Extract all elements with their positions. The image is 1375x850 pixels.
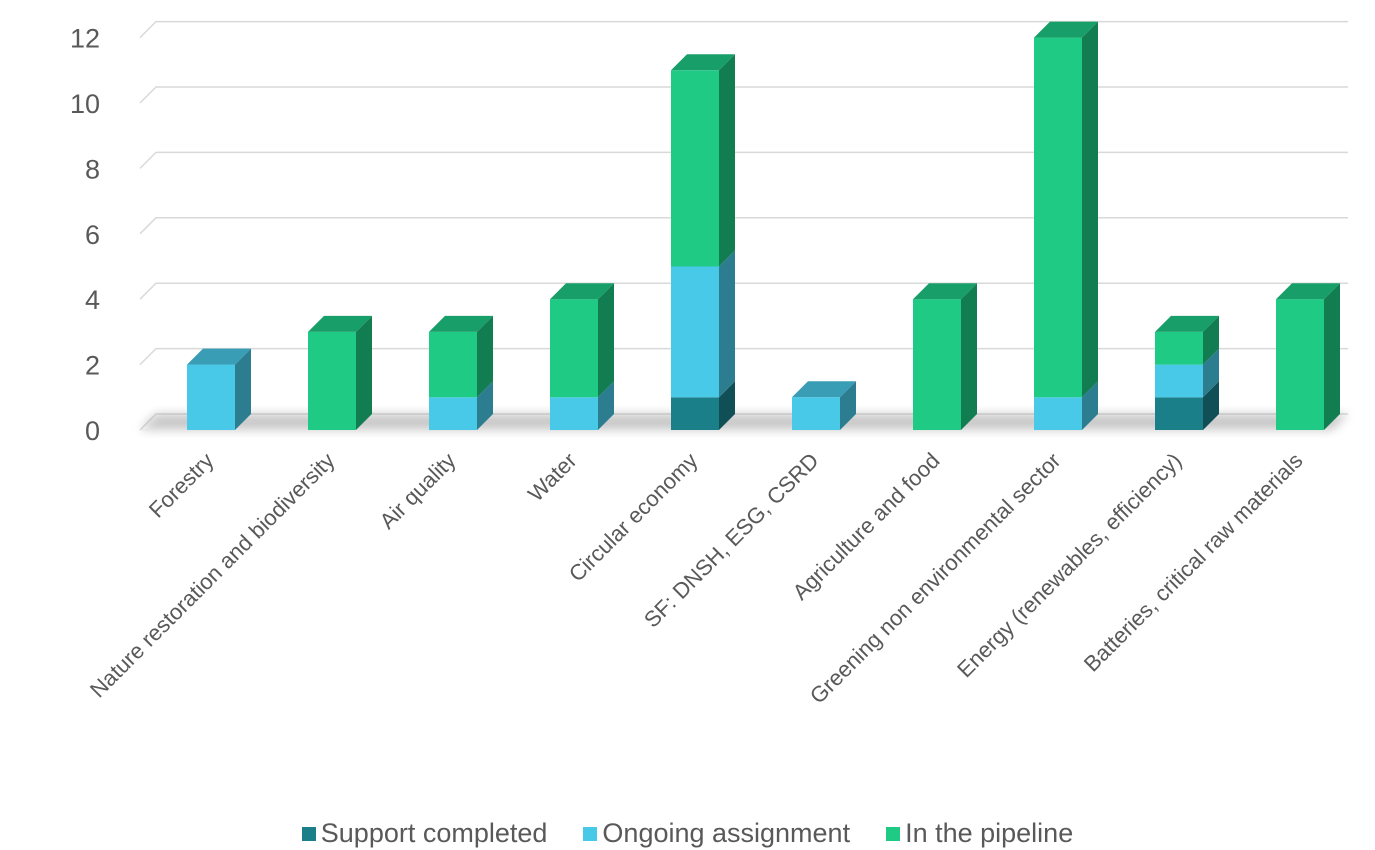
x-category-label: Greening non environmental sector — [805, 448, 1066, 709]
bar-segment-in-the-pipeline — [1155, 331, 1203, 365]
bar-stack — [913, 283, 977, 430]
gridline — [139, 151, 1348, 169]
bar-segment-ongoing-assignment — [187, 364, 235, 430]
x-category-label: Water — [523, 448, 582, 507]
bar-side-in-the-pipeline — [961, 283, 977, 430]
x-category-label: Batteries, critical raw materials — [1079, 448, 1308, 677]
bar-top-in-the-pipeline — [1155, 315, 1219, 332]
y-tick-label: 2 — [85, 351, 100, 381]
x-category-label: Nature restoration and biodiversity — [85, 448, 340, 703]
y-tick-label: 12 — [70, 24, 100, 54]
bar-segment-in-the-pipeline — [671, 70, 719, 267]
bar-top-ongoing-assignment — [187, 348, 251, 365]
bar-side-in-the-pipeline — [1082, 21, 1098, 398]
bar-side-in-the-pipeline — [477, 315, 493, 398]
bar-segment-ongoing-assignment — [550, 397, 598, 430]
bar-segment-in-the-pipeline — [550, 299, 598, 398]
bar-top-in-the-pipeline — [308, 315, 372, 332]
gridline — [139, 282, 1348, 300]
bar-top-ongoing-assignment — [792, 381, 856, 398]
bar-side-ongoing-assignment — [1082, 381, 1098, 430]
bar-side-ongoing-assignment — [719, 250, 735, 398]
bar-top-in-the-pipeline — [429, 315, 493, 332]
bar-side-in-the-pipeline — [719, 54, 735, 267]
legend-item: Support completed — [301, 818, 548, 849]
bar-segment-in-the-pipeline — [429, 331, 477, 398]
gridline — [139, 217, 1348, 235]
bar-segment-ongoing-assignment — [429, 397, 477, 430]
bar-side-ongoing-assignment — [840, 381, 856, 430]
bar-stack — [671, 54, 735, 430]
bar-top-in-the-pipeline — [1034, 21, 1098, 38]
x-category-label: Forestry — [144, 448, 219, 523]
bar-segment-in-the-pipeline — [308, 331, 356, 430]
bar-side-support-completed — [1203, 381, 1219, 430]
gridline — [139, 86, 1348, 104]
x-category-label: Energy (renewables, efficiency) — [952, 448, 1186, 682]
bar-top-in-the-pipeline — [671, 54, 735, 71]
gridlines — [139, 20, 1348, 431]
bar-stack — [1155, 315, 1219, 430]
bar-segment-support-completed — [1155, 397, 1203, 430]
legend-swatch — [886, 826, 901, 841]
legend-label: Ongoing assignment — [602, 818, 851, 848]
legend-label: In the pipeline — [905, 818, 1074, 848]
y-tick-label: 0 — [85, 416, 100, 446]
bar-side-support-completed — [719, 381, 735, 430]
bar-segment-ongoing-assignment — [792, 397, 840, 430]
bar-stack — [550, 283, 614, 430]
legend-label: Support completed — [320, 818, 548, 848]
gridline — [139, 20, 1348, 39]
bar-stack — [1276, 283, 1340, 430]
y-tick-label: 6 — [85, 220, 100, 250]
bar-stack — [308, 315, 372, 430]
legend-item: In the pipeline — [886, 818, 1073, 849]
bar-side-ongoing-assignment — [477, 381, 493, 430]
bar-top-in-the-pipeline — [1276, 283, 1340, 300]
y-axis-ticks: 0 2 4 6 8 10 12 — [70, 24, 100, 446]
x-category-label: Air quality — [375, 448, 461, 534]
legend-swatch — [301, 826, 316, 841]
bar-side-in-the-pipeline — [1203, 315, 1219, 365]
bar-segment-ongoing-assignment — [671, 266, 719, 398]
bar-stack — [429, 315, 493, 430]
x-category-label: Circular economy — [564, 448, 703, 587]
bar-segment-in-the-pipeline — [913, 299, 961, 430]
y-tick-label: 4 — [85, 285, 100, 315]
bar-side-in-the-pipeline — [598, 283, 614, 398]
bars — [187, 21, 1340, 430]
bar-side-ongoing-assignment — [1203, 348, 1219, 398]
y-tick-label: 10 — [70, 89, 100, 119]
bar-stack — [792, 381, 856, 430]
bar-segment-ongoing-assignment — [1155, 364, 1203, 398]
legend-item: Ongoing assignment — [583, 818, 850, 849]
bar-stack — [187, 348, 251, 430]
legend: Support completed Ongoing assignment In th… — [0, 818, 1375, 849]
bar-side-in-the-pipeline — [356, 315, 372, 430]
bar-segment-support-completed — [671, 397, 719, 430]
legend-swatch — [583, 826, 598, 841]
bar-side-ongoing-assignment — [598, 381, 614, 430]
y-tick-label: 8 — [85, 154, 100, 184]
bar-segment-in-the-pipeline — [1276, 299, 1324, 430]
bar-stack — [1034, 21, 1098, 430]
bar-side-ongoing-assignment — [235, 348, 251, 430]
bar-segment-ongoing-assignment — [1034, 397, 1082, 430]
bar-side-in-the-pipeline — [1324, 283, 1340, 430]
bar-top-in-the-pipeline — [550, 283, 614, 300]
bar-top-in-the-pipeline — [913, 283, 977, 300]
bar-segment-in-the-pipeline — [1034, 37, 1082, 398]
